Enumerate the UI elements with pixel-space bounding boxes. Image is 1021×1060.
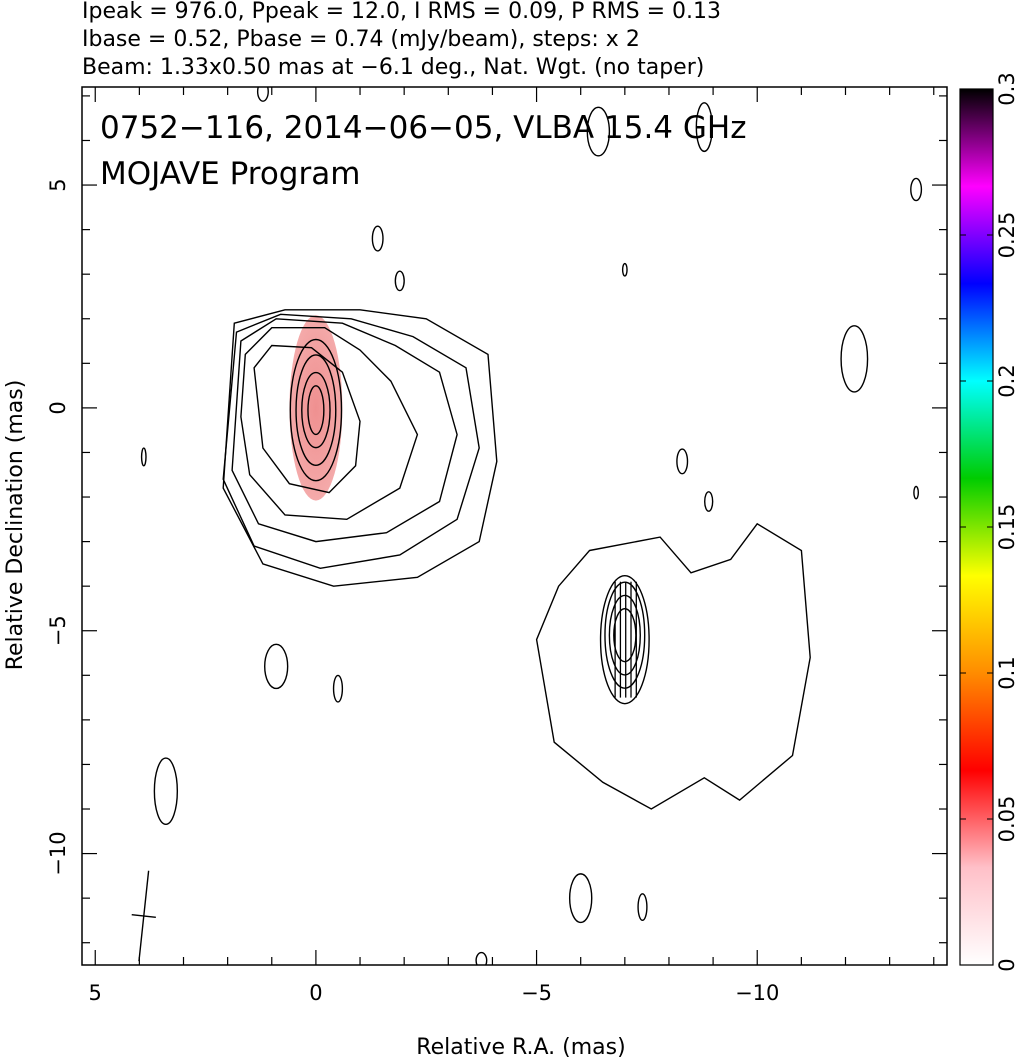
core-contour-0 bbox=[307, 385, 325, 436]
y-tick-label: −10 bbox=[46, 831, 70, 875]
y-tick-label: 0 bbox=[46, 401, 70, 414]
plot-area bbox=[131, 87, 923, 965]
noise-contour-5 bbox=[910, 177, 923, 202]
noise-contour-1 bbox=[394, 270, 405, 292]
secondary-contour-1 bbox=[608, 594, 641, 676]
x-tick-label: −5 bbox=[521, 981, 552, 1005]
jet-contour-3 bbox=[222, 313, 480, 570]
noise-contour-6 bbox=[621, 262, 628, 277]
noise-contour-0 bbox=[371, 225, 384, 252]
y-tick-label: −5 bbox=[46, 615, 70, 646]
colorbar-label: 0.15 bbox=[995, 504, 1019, 551]
axis-ticks: 5 0 −5 −10 5 0 −5 −10 bbox=[46, 87, 947, 1005]
jet-contour-2 bbox=[231, 318, 458, 543]
colorbar: 0 0.05 0.1 0.15 0.2 0.25 0.3 bbox=[959, 72, 1019, 972]
polarization-overlay bbox=[289, 315, 343, 501]
x-tick-label: −10 bbox=[735, 981, 779, 1005]
noise-contour-15 bbox=[256, 87, 269, 102]
header-line-2: Ibase = 0.52, Pbase = 0.74 (mJy/beam), s… bbox=[82, 27, 640, 52]
noise-contour-12 bbox=[153, 757, 179, 825]
colorbar-label: 0.1 bbox=[995, 656, 1019, 689]
core-contour-2 bbox=[295, 354, 337, 466]
contour-layer bbox=[131, 87, 923, 965]
colorbar-label: 0 bbox=[995, 958, 1019, 971]
core-contour-1 bbox=[301, 371, 331, 449]
noise-contour-8 bbox=[704, 491, 714, 512]
colorbar-label: 0.2 bbox=[995, 364, 1019, 397]
beam-minor-axis bbox=[131, 913, 156, 918]
noise-contour-3 bbox=[695, 102, 713, 153]
secondary-contour-0 bbox=[613, 608, 637, 663]
noise-contour-16 bbox=[140, 447, 147, 467]
x-tick-label: 5 bbox=[89, 981, 102, 1005]
jet-contour-0 bbox=[253, 344, 361, 494]
map-subtitle: MOJAVE Program bbox=[100, 156, 360, 192]
jet-contour-4 bbox=[222, 309, 498, 587]
header-line-3: Beam: 1.33x0.50 mas at −6.1 deg., Nat. W… bbox=[82, 55, 704, 80]
noise-contour-17 bbox=[475, 951, 488, 965]
y-tick-label: 5 bbox=[46, 178, 70, 191]
noise-contour-10 bbox=[264, 643, 289, 690]
secondary-contour-3 bbox=[599, 574, 650, 705]
noise-contour-11 bbox=[332, 674, 344, 703]
colorbar-label: 0.05 bbox=[995, 796, 1019, 843]
x-tick-label: 0 bbox=[309, 981, 322, 1005]
noise-contour-13 bbox=[568, 873, 593, 924]
noise-contour-2 bbox=[586, 106, 611, 157]
noise-contour-9 bbox=[913, 485, 920, 500]
core-contour-3 bbox=[289, 338, 343, 482]
colorbar-label: 0.3 bbox=[995, 72, 1019, 105]
x-axis-label: Relative R.A. (mas) bbox=[416, 1035, 625, 1060]
halo-contour bbox=[535, 522, 811, 810]
colorbar-label: 0.25 bbox=[995, 212, 1019, 259]
plot-frame bbox=[81, 86, 948, 966]
noise-contour-7 bbox=[676, 448, 689, 475]
jet-contour-1 bbox=[240, 327, 419, 521]
header-line-1: Ipeak = 976.0, Ppeak = 12.0, I RMS = 0.0… bbox=[82, 0, 721, 24]
map-title: 0752−116, 2014−06−05, VLBA 15.4 GHz bbox=[100, 110, 746, 146]
noise-contour-14 bbox=[637, 893, 648, 922]
y-axis-label: Relative Declination (mas) bbox=[3, 380, 28, 671]
noise-contour-4 bbox=[840, 325, 869, 393]
secondary-contour-2 bbox=[604, 581, 646, 689]
